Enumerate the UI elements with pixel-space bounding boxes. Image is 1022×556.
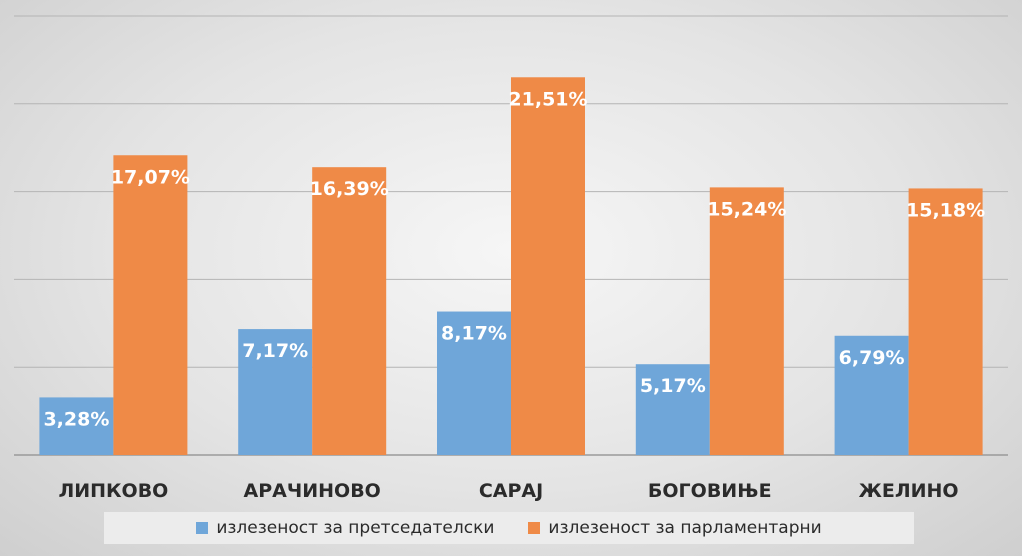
bar-parliamentary-1 [312,167,387,456]
bar-parliamentary-2 [511,77,585,456]
data-label-parliamentary-4: 15,18% [906,199,985,221]
bar-parliamentary-3 [709,187,784,455]
bar-parliamentary-4 [908,188,983,455]
legend-label-parliamentary: излезеност за парламентарни [548,518,822,538]
legend-label-presidential: излезеност за претседателски [216,518,495,538]
data-label-presidential-0: 3,28% [43,408,109,430]
data-label-parliamentary-1: 16,39% [310,178,389,200]
bar-presidential-2 [437,311,511,455]
category-label-1: АРАЧИНОВО [244,480,381,502]
category-label-0: ЛИПКОВО [58,480,168,502]
category-label-3: БОГОВИЊЕ [648,480,772,502]
data-label-presidential-3: 5,17% [640,375,706,397]
data-label-presidential-2: 8,17% [441,323,507,345]
category-labels: ЛИПКОВО АРАЧИНОВО САРАЈ БОГОВИЊЕ ЖЕЛИНО [58,480,958,502]
legend: излезеност за претседателски излезеност … [104,512,914,544]
data-label-parliamentary-0: 17,07% [111,166,190,188]
category-label-2: САРАЈ [479,480,543,502]
data-label-parliamentary-3: 15,24% [707,198,786,220]
bar-parliamentary-0 [113,155,188,455]
bars [39,77,983,456]
bar-presidential-0 [39,397,114,455]
data-label-presidential-1: 7,17% [242,340,308,362]
legend-swatch-presidential [196,522,209,534]
legend-item-parliamentary: излезеност за парламентарни [528,518,822,538]
bar-labels: 3,28% 17,07% 7,17% 16,39% 8,17% 21,51% 5,17% 15… [43,88,985,430]
legend-swatch-parliamentary [528,522,541,534]
bar-presidential-4 [834,335,909,455]
data-label-presidential-4: 6,79% [839,347,905,369]
category-label-4: ЖЕЛИНО [859,480,959,502]
data-label-parliamentary-2: 21,51% [508,88,587,110]
legend-item-presidential: излезеност за претседателски [196,518,494,538]
bar-presidential-1 [238,329,313,455]
bar-presidential-3 [635,364,710,455]
